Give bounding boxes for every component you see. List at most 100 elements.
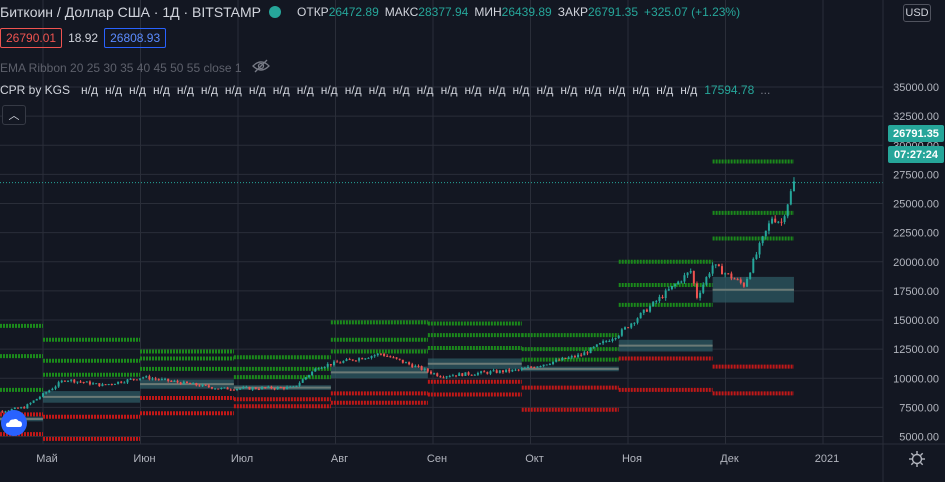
candle-body <box>533 367 536 369</box>
price-tick-label: 10000.00 <box>893 373 939 385</box>
candle-body <box>248 386 251 390</box>
price-tick-label: 22500.00 <box>893 228 939 240</box>
change-value: +325.07 (+1.23%) <box>644 5 741 19</box>
candle-body <box>154 378 157 380</box>
candle-body <box>320 367 323 369</box>
candle-body <box>630 323 633 328</box>
indicator-cpr-label: CPR by KGS <box>0 83 71 97</box>
candle-body <box>508 369 511 372</box>
candle-body <box>232 389 235 391</box>
low-label: МИН <box>474 5 502 19</box>
candle-body <box>142 377 145 379</box>
candle-body <box>210 387 213 389</box>
candle-body <box>567 357 570 359</box>
candle-body <box>326 364 329 367</box>
candle-body <box>589 347 592 354</box>
cpr-na-value: н/д <box>464 83 482 97</box>
candle-body <box>530 366 533 368</box>
candle-body <box>113 383 116 385</box>
candle-body <box>135 379 138 381</box>
candle-body <box>236 388 238 390</box>
cpr-na-value: н/д <box>416 83 434 97</box>
candle-body <box>342 360 345 363</box>
candle-body <box>523 367 526 369</box>
candle-body <box>307 375 310 378</box>
candle-body <box>724 273 727 275</box>
price-axis[interactable]: 5000.00 7500.00 10000.00 12500.00 15000.00 17… <box>882 0 939 482</box>
indicator-ema-ribbon[interactable]: EMA Ribbon 20 25 30 35 40 45 50 55 close… <box>0 59 270 76</box>
candle-body <box>611 339 614 342</box>
market-status-dot[interactable] <box>269 6 282 18</box>
candle-body <box>63 380 66 382</box>
candle-body <box>680 281 683 283</box>
candle-body <box>711 265 714 274</box>
time-tick-label: Июн <box>133 453 155 465</box>
cpr-na-value: н/д <box>176 83 194 97</box>
candle-body <box>761 236 764 244</box>
cpr-na-value: н/д <box>128 83 146 97</box>
cloud-logo-icon[interactable] <box>1 410 27 436</box>
candle-body <box>595 344 598 347</box>
candle-body <box>467 372 470 375</box>
indicator-cpr[interactable]: CPR by KGS н/д н/д н/д н/д н/д н/д н/д н/д н/д н/… <box>0 83 770 97</box>
candle-body <box>23 407 26 409</box>
cpr-levels <box>0 159 794 441</box>
time-axis[interactable]: Май Июн Июл Авг Сен Окт Ноя Дек 2021 <box>0 443 945 465</box>
candle-body <box>32 400 35 403</box>
price-tick-label: 5000.00 <box>899 432 939 444</box>
candle-body <box>139 378 141 380</box>
time-tick-label: Май <box>36 453 58 465</box>
candle-body <box>348 359 351 361</box>
candle-body <box>179 382 182 385</box>
buy-price-button[interactable]: 26808.93 <box>104 28 167 48</box>
symbol-title[interactable]: Биткоин / Доллар США · 1Д · BITSTAMP <box>0 4 262 20</box>
cpr-na-value: н/д <box>320 83 338 97</box>
candle-body <box>511 369 514 372</box>
candle-body <box>38 396 41 399</box>
candle-body <box>129 378 132 380</box>
candle-body <box>721 266 723 275</box>
low-value: 26439.89 <box>501 5 552 19</box>
currency-button[interactable]: USD <box>903 4 931 22</box>
candle-body <box>370 356 373 358</box>
candle-body <box>411 364 414 368</box>
candle-body <box>223 387 226 389</box>
candle-body <box>295 385 298 387</box>
candle-body <box>749 272 752 279</box>
candle-body <box>602 341 605 344</box>
candle-body <box>73 379 76 383</box>
candle-body <box>492 370 495 372</box>
candle-body <box>292 386 295 388</box>
price-tick-label: 7500.00 <box>899 402 939 414</box>
candle-body <box>35 398 38 401</box>
cpr-na-value: н/д <box>392 83 410 97</box>
candle-body <box>614 338 617 340</box>
candle-body <box>442 377 445 379</box>
candle-body <box>764 230 767 237</box>
cpr-na-value: н/д <box>440 83 458 97</box>
candle-body <box>76 381 79 383</box>
candle-body <box>95 383 98 385</box>
candle-body <box>480 371 483 373</box>
candle-body <box>483 371 486 373</box>
cpr-more: ... <box>760 83 771 97</box>
candle-body <box>570 356 573 358</box>
candle-body <box>379 353 382 355</box>
candle-body <box>88 381 91 385</box>
candle-body <box>655 301 658 303</box>
candle-body <box>746 278 749 287</box>
candle-body <box>351 359 354 361</box>
price-tick-label: 27500.00 <box>893 169 939 181</box>
gear-icon[interactable] <box>907 449 927 469</box>
candle-body <box>286 386 289 389</box>
candle-body <box>436 373 439 377</box>
candle-body <box>448 376 451 378</box>
collapse-legend-button[interactable]: ︿ <box>2 105 26 125</box>
candle-body <box>229 389 232 391</box>
sell-price-button[interactable]: 26790.01 <box>0 28 63 48</box>
eye-off-icon[interactable] <box>251 59 270 76</box>
candle-body <box>176 380 179 383</box>
candle-body <box>383 353 386 356</box>
candle-body <box>132 378 135 380</box>
